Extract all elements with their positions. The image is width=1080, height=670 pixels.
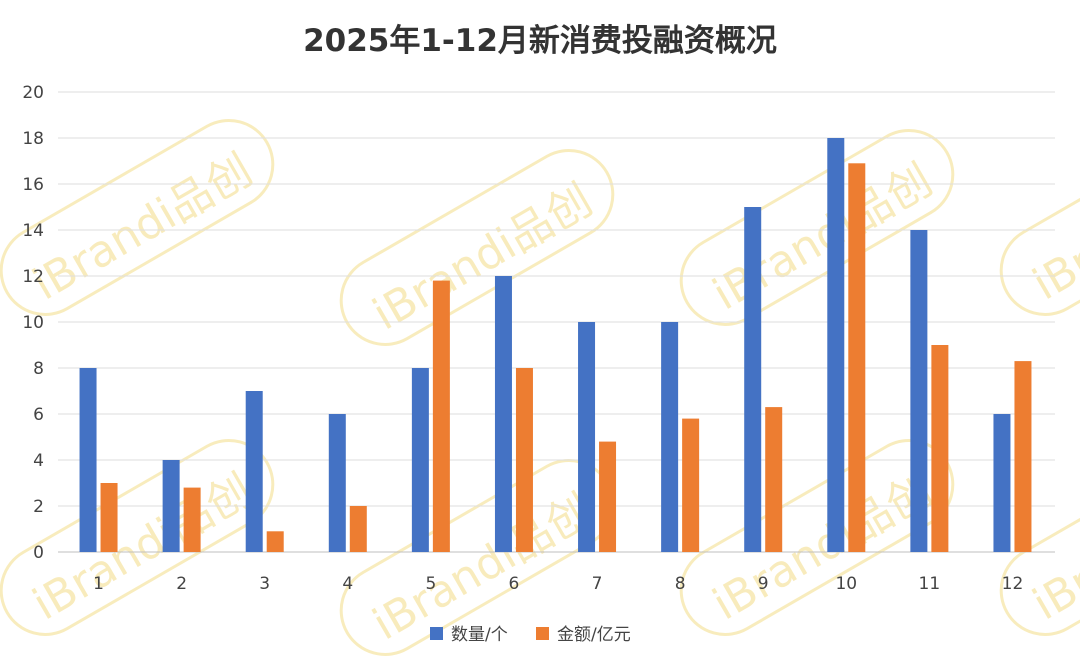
bar-amount-6 (515, 368, 533, 552)
bar-count-11 (910, 230, 928, 552)
x-tick-label: 5 (425, 574, 436, 594)
bar-amount-10 (848, 163, 866, 553)
legend-item-amount: 金额/亿元 (536, 625, 631, 645)
x-tick-label: 1 (93, 574, 104, 594)
watermark-text: iBrandi品创 (365, 174, 601, 340)
y-tick-label: 2 (33, 497, 44, 517)
x-tick-label: 2 (176, 574, 187, 594)
bar-count-9 (744, 207, 762, 552)
watermark-text: iBrandi品创 (705, 154, 941, 320)
legend-swatch (430, 627, 443, 640)
x-tick-label: 12 (1002, 574, 1024, 594)
bar-count-2 (162, 460, 180, 552)
x-tick-label: 7 (592, 574, 603, 594)
bar-count-12 (993, 414, 1011, 552)
legend: 数量/个 金额/亿元 (430, 625, 631, 645)
y-tick-label: 0 (33, 543, 44, 563)
y-tick-label: 14 (22, 221, 44, 241)
bar-count-7 (578, 322, 596, 552)
x-axis: 1 2 3 4 5 6 7 8 9 10 11 12 (93, 574, 1023, 594)
bar-count-8 (661, 322, 679, 552)
y-axis: 0 2 4 6 8 10 12 14 16 18 20 (22, 83, 44, 563)
y-tick-label: 18 (22, 129, 44, 149)
y-tick-label: 4 (33, 451, 44, 471)
chart-title: 2025年1-12月新消费投融资概况 (303, 23, 777, 59)
bar-count-5 (411, 368, 429, 552)
bar-amount-9 (765, 407, 783, 552)
bar-amount-3 (266, 531, 284, 552)
legend-label: 金额/亿元 (557, 625, 631, 645)
legend-label: 数量/个 (451, 625, 508, 645)
x-tick-label: 11 (919, 574, 941, 594)
legend-swatch (536, 627, 549, 640)
gridlines (58, 91, 1055, 553)
y-tick-label: 20 (22, 83, 44, 103)
watermark-text: iBrandi品创 (25, 464, 261, 630)
y-tick-label: 6 (33, 405, 44, 425)
bar-amount-11 (931, 345, 949, 552)
legend-item-count: 数量/个 (430, 625, 508, 645)
x-tick-label: 4 (342, 574, 353, 594)
y-tick-label: 10 (22, 313, 44, 333)
bar-amount-12 (1014, 361, 1032, 552)
bar-count-1 (79, 368, 97, 552)
bar-amount-5 (432, 280, 450, 552)
bar-amount-8 (682, 418, 700, 552)
bars (79, 138, 1032, 553)
x-tick-label: 8 (675, 574, 686, 594)
x-tick-label: 10 (835, 574, 857, 594)
y-tick-label: 16 (22, 175, 44, 195)
y-tick-label: 8 (33, 359, 44, 379)
bar-count-10 (827, 138, 845, 552)
bar-count-4 (328, 414, 346, 552)
watermark-text: iBrandi品创 (25, 144, 261, 310)
x-tick-label: 9 (758, 574, 769, 594)
x-tick-label: 3 (259, 574, 270, 594)
bar-amount-4 (349, 506, 367, 552)
y-tick-label: 12 (22, 267, 44, 287)
bar-count-6 (494, 276, 512, 552)
bar-amount-7 (599, 441, 617, 552)
x-tick-label: 6 (509, 574, 520, 594)
watermark-text: iBrandi品创 (705, 464, 941, 630)
bar-amount-2 (183, 487, 201, 552)
bar-amount-1 (100, 483, 118, 552)
bar-count-3 (245, 391, 263, 552)
